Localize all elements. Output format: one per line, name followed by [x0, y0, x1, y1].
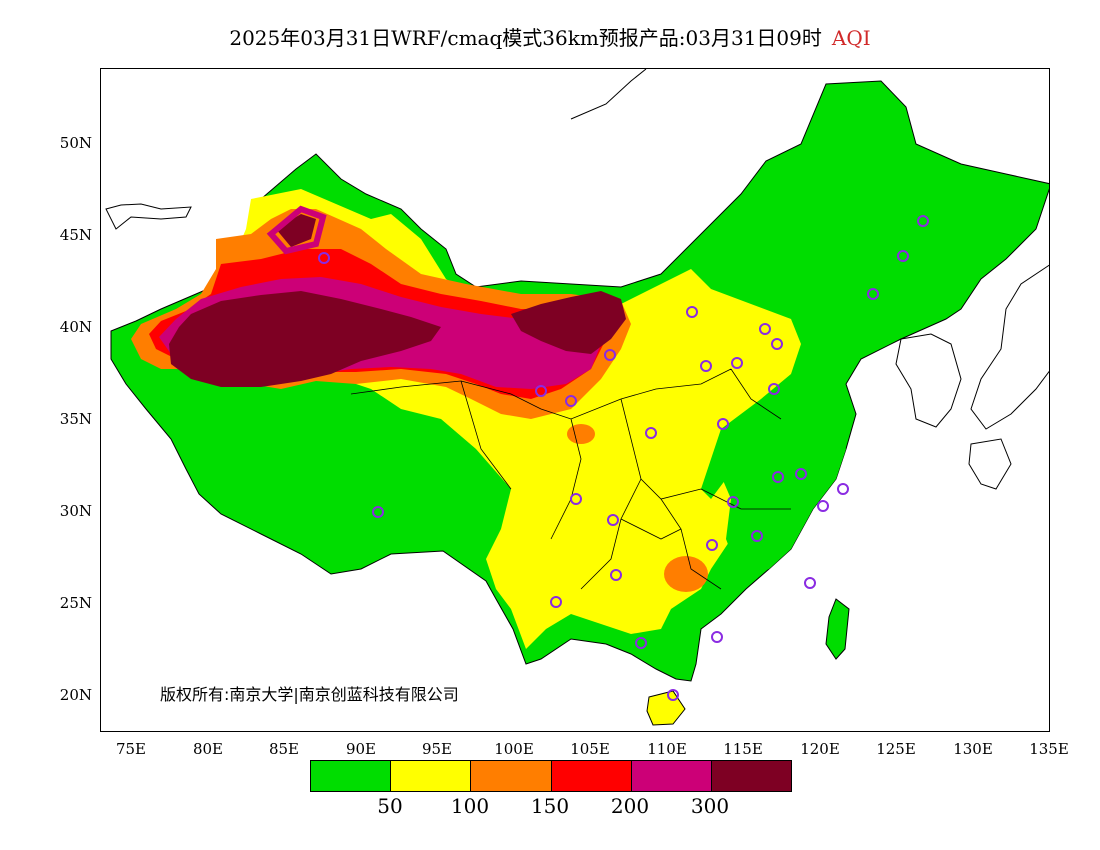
x-tick-label: 110E	[647, 740, 687, 758]
province-boundary	[350, 368, 791, 590]
station-marker	[731, 357, 743, 369]
station-marker	[607, 514, 619, 526]
station-marker	[795, 468, 807, 480]
colorbar-swatch	[711, 761, 792, 791]
y-tick-label: 20N	[59, 686, 92, 704]
region-maroon-north	[276, 214, 316, 247]
station-marker	[837, 483, 849, 495]
station-marker	[318, 252, 330, 264]
lake-outline	[570, 69, 647, 120]
x-tick-label: 95E	[421, 740, 453, 758]
colorbar-label: 150	[530, 794, 570, 818]
region-orange-patch	[567, 424, 595, 444]
station-marker	[535, 385, 547, 397]
x-tick-label: 80E	[192, 740, 224, 758]
y-tick-label: 30N	[59, 502, 92, 520]
x-tick-label: 105E	[570, 740, 610, 758]
coastline-korea	[895, 333, 962, 428]
region-maroon	[169, 291, 441, 387]
region-magenta-north	[266, 205, 327, 255]
x-tick-label: 115E	[723, 740, 763, 758]
x-tick-label: 130E	[953, 740, 993, 758]
station-marker	[727, 496, 739, 508]
x-tick-label: 75E	[115, 740, 147, 758]
title-variable: AQI	[831, 26, 871, 50]
station-marker	[686, 306, 698, 318]
station-marker	[706, 539, 718, 551]
y-tick-label: 50N	[59, 134, 92, 152]
colorbar-swatch	[631, 761, 712, 791]
colorbar-swatch	[551, 761, 632, 791]
station-marker	[550, 596, 562, 608]
island-taiwan	[825, 598, 850, 660]
colorbar-label: 200	[610, 794, 650, 818]
coastline-kyushu	[968, 438, 1012, 490]
station-marker	[645, 427, 657, 439]
coastline-japan	[970, 264, 1049, 430]
aqi-map	[105, 69, 1049, 726]
station-marker	[768, 383, 780, 395]
aqi-colorbar	[310, 760, 792, 792]
island-hainan	[646, 690, 686, 726]
copyright-text: 版权所有:南京大学|南京创蓝科技有限公司	[160, 685, 459, 704]
station-marker	[867, 288, 879, 300]
station-marker	[711, 631, 723, 643]
station-marker	[771, 338, 783, 350]
station-marker	[897, 250, 909, 262]
x-tick-label: 125E	[876, 740, 916, 758]
map-title: 2025年03月31日WRF/cmaq模式36km预报产品:03月31日09时 A…	[0, 22, 1100, 51]
station-markers	[318, 215, 929, 701]
coastline-west	[105, 203, 192, 230]
station-marker	[804, 577, 816, 589]
station-marker	[751, 530, 763, 542]
y-tick-label: 25N	[59, 594, 92, 612]
station-marker	[917, 215, 929, 227]
station-marker	[759, 323, 771, 335]
x-tick-label: 85E	[268, 740, 300, 758]
station-marker	[570, 493, 582, 505]
colorbar-swatch	[311, 761, 392, 791]
station-marker	[667, 689, 679, 701]
colorbar-swatch	[471, 761, 552, 791]
colorbar-label: 100	[450, 794, 490, 818]
colorbar-swatch	[391, 761, 472, 791]
colorbar-label: 50	[377, 794, 403, 818]
y-tick-label: 45N	[59, 226, 92, 244]
x-tick-label: 100E	[494, 740, 534, 758]
station-marker	[700, 360, 712, 372]
station-marker	[817, 500, 829, 512]
y-tick-label: 40N	[59, 318, 92, 336]
region-green-southeast	[716, 399, 846, 579]
x-tick-label: 120E	[800, 740, 840, 758]
x-tick-label: 90E	[345, 740, 377, 758]
region-maroon-east	[511, 291, 626, 354]
region-orange-patch	[664, 556, 708, 592]
station-marker	[610, 569, 622, 581]
station-marker	[372, 506, 384, 518]
station-marker	[717, 418, 729, 430]
title-text: 2025年03月31日WRF/cmaq模式36km预报产品:03月31日09时	[229, 26, 822, 50]
station-marker	[635, 637, 647, 649]
x-tick-label: 135E	[1029, 740, 1069, 758]
y-tick-label: 35N	[59, 410, 92, 428]
colorbar-label: 300	[690, 794, 730, 818]
station-marker	[565, 395, 577, 407]
station-marker	[604, 349, 616, 361]
station-marker	[772, 471, 784, 483]
map-panel	[100, 68, 1050, 732]
